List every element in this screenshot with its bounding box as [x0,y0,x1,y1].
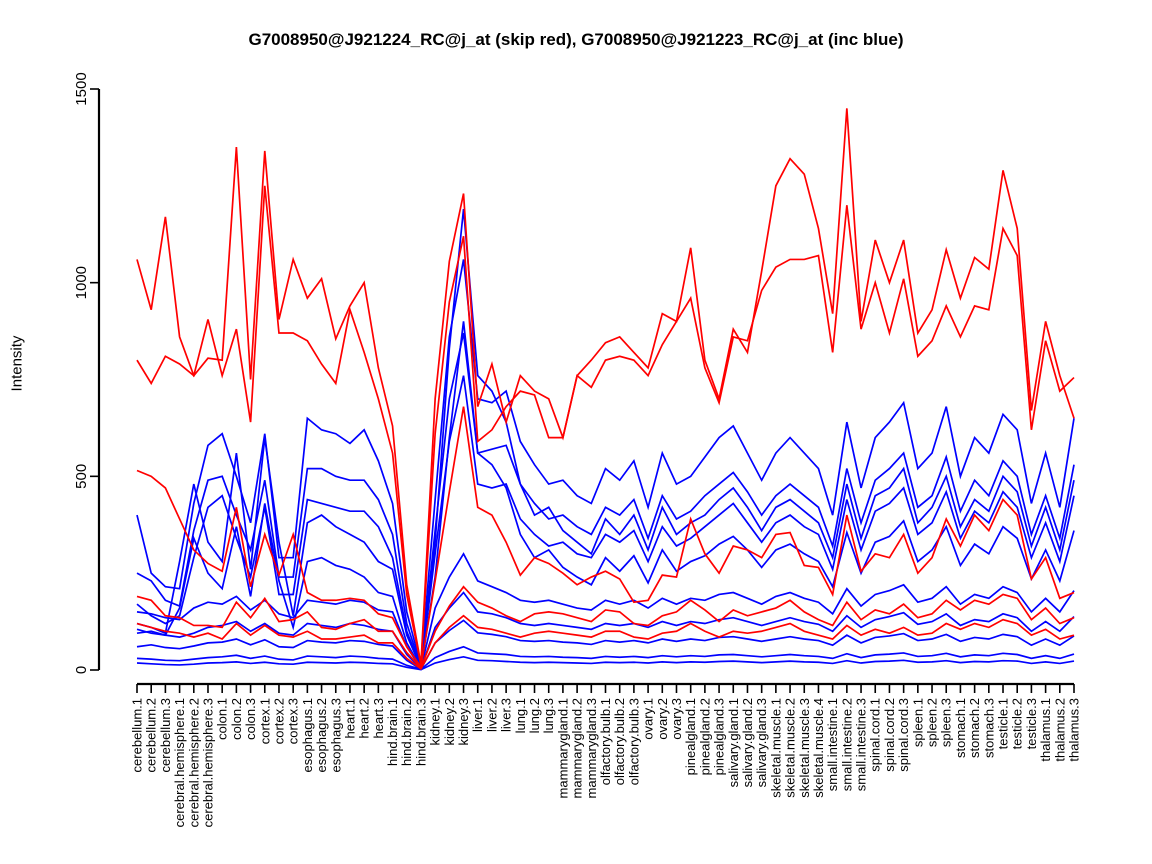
series-line-inc-10 [136,655,1075,671]
y-tick-label: 1500 [73,72,90,105]
x-tick-label: heart.1 [342,698,357,738]
series-line-inc-2 [136,332,1075,668]
x-tick-label: pinealgland.3 [712,698,727,775]
x-tick-label: cerebral.hemisphere.1 [172,698,187,827]
series-line-inc-9 [136,645,1075,671]
x-tick-label: thalamus.1 [1038,698,1053,762]
x-tick-label: colon.1 [215,698,230,740]
x-tick-label: spleen.1 [910,698,925,747]
x-tick-label: hind.brain.2 [399,698,414,766]
x-tick-label: stomach.3 [981,698,996,758]
x-tick-label: spleen.3 [939,698,954,747]
x-tick-label: skeletal.muscle.1 [768,698,783,798]
x-tick-label: esophagus.3 [328,698,343,772]
x-tick-label: liver.1 [470,698,485,732]
x-tick-label: cerebral.hemisphere.2 [186,698,201,827]
x-tick-label: cortex.3 [286,698,301,744]
x-tick-label: salivary.gland.1 [726,698,741,787]
x-tick-label: skeletal.muscle.4 [811,698,826,798]
x-tick-label: stomach.1 [953,698,968,758]
x-tick-label: stomach.2 [967,698,982,758]
series-line-inc-4 [136,208,1075,671]
x-tick-label: ovary.2 [655,698,670,740]
x-tick-label: salivary.gland.3 [754,698,769,787]
series-line-skip-2 [136,185,1075,666]
series-line-inc-3 [136,375,1075,668]
x-tick-label: thalamus.3 [1067,698,1082,762]
x-tick-label: cerebellum.2 [144,698,159,772]
x-tick-label: esophagus.1 [300,698,315,772]
y-tick-label: 1000 [73,266,90,299]
x-tick-label: heart.2 [357,698,372,738]
x-tick-label: olfactory.bulb.1 [598,698,613,785]
x-tick-label: kidney.1 [428,698,443,745]
x-tick-label: testicle.1 [996,698,1011,749]
x-tick-label: colon.3 [243,698,258,740]
series-line-inc-6 [136,552,1075,671]
x-tick-label: olfactory.bulb.2 [612,698,627,785]
series-line-inc-1 [136,259,1075,667]
x-tick-label: cerebellum.3 [158,698,173,772]
series-line-skip-1 [136,108,1075,665]
x-tick-label: spinal.cord.3 [896,698,911,772]
x-tick-label: testicle.3 [1024,698,1039,749]
x-tick-label: colon.2 [229,698,244,740]
x-tick-label: lung.3 [541,698,556,733]
series-line-inc-5 [136,321,1075,671]
x-tick-label: heart.3 [371,698,386,738]
x-tick-label: esophagus.2 [314,698,329,772]
x-tick-label: lung.1 [513,698,528,733]
x-tick-label: liver.3 [499,698,514,732]
series-line-skip-4 [136,585,1075,670]
x-tick-label: pinealgland.2 [697,698,712,775]
x-tick-label: hind.brain.3 [413,698,428,766]
x-tick-label: skeletal.muscle.2 [783,698,798,798]
series-line-skip-5 [136,614,1075,671]
y-tick-label: 500 [73,464,90,489]
x-tick-label: cortex.1 [257,698,272,744]
x-tick-label: skeletal.muscle.3 [797,698,812,798]
x-tick-label: olfactory.bulb.3 [626,698,641,785]
x-tick-label: lung.2 [527,698,542,733]
x-tick-label: ovary.1 [641,698,656,740]
x-tick-label: cortex.2 [271,698,286,744]
page-title: G7008950@J921224_RC@j_at (skip red), G70… [248,30,904,49]
series-line-inc-7 [136,591,1075,671]
x-tick-label: thalamus.2 [1052,698,1067,762]
x-tick-label: cerebral.hemisphere.3 [200,698,215,827]
x-tick-label: testicle.2 [1010,698,1025,749]
x-tick-label: cerebellum.1 [130,698,145,772]
x-tick-label: ovary.3 [669,698,684,740]
x-tick-label: spleen.2 [925,698,940,747]
x-tick-label: small.intestine.2 [839,698,854,791]
x-tick-label: salivary.gland.2 [740,698,755,787]
x-tick-label: kidney.3 [456,698,471,745]
x-tick-label: small.intestine.1 [825,698,840,791]
series-line-inc-8 [136,619,1075,671]
x-tick-label: pinealgland.1 [683,698,698,775]
x-tick-label: liver.2 [484,698,499,732]
x-tick-label: spinal.cord.2 [882,698,897,772]
x-tick-label: small.intestine.3 [854,698,869,791]
x-tick-label: mammarygland.3 [584,698,599,798]
x-tick-label: mammarygland.1 [555,698,570,798]
series-line-skip-3 [136,406,1075,670]
x-tick-label: spinal.cord.1 [868,698,883,772]
x-tick-label: kidney.2 [442,698,457,745]
y-tick-label: 0 [73,666,90,674]
x-tick-label: mammarygland.2 [570,698,585,798]
x-tick-label: hind.brain.1 [385,698,400,766]
